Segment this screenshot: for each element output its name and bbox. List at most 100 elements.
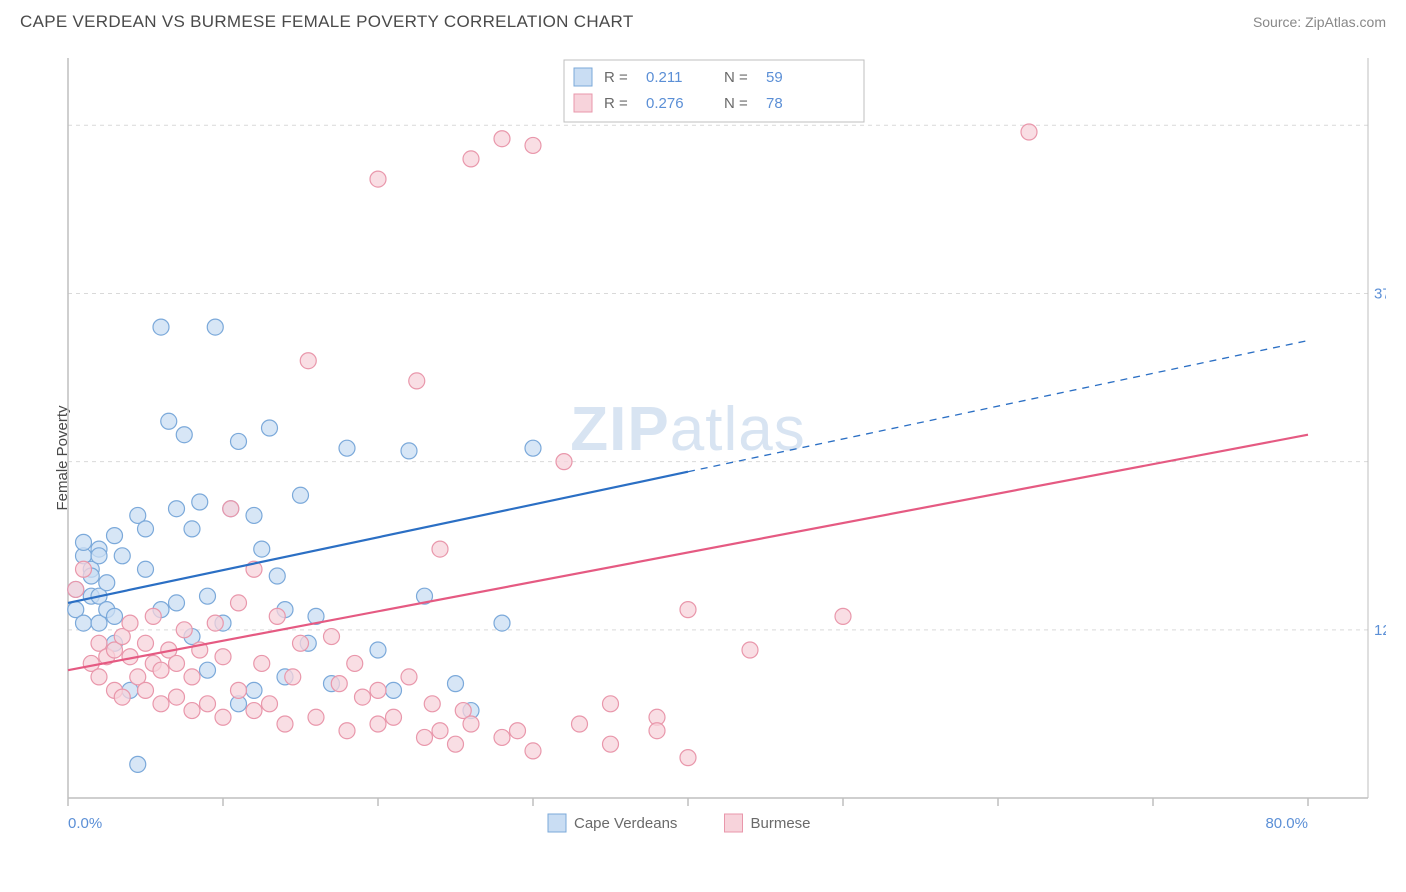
data-point [339,440,355,456]
data-point [556,454,572,470]
data-point [370,682,386,698]
data-point [331,676,347,692]
data-point [300,353,316,369]
data-point [246,507,262,523]
data-point [215,649,231,665]
data-point [200,662,216,678]
data-point [293,635,309,651]
data-point [138,682,154,698]
data-point [169,655,185,671]
scatter-chart-svg: 12.5%37.5%0.0%80.0%ZIPatlasR =0.211N =59… [58,48,1386,868]
data-point [277,716,293,732]
chart-container: Female Poverty 12.5%37.5%0.0%80.0%ZIPatl… [20,48,1386,868]
data-point [231,682,247,698]
legend-n-label: N = [724,69,748,86]
data-point [409,373,425,389]
data-point [254,655,270,671]
y-tick-label: 37.5% [1374,285,1386,302]
data-point [1021,124,1037,140]
data-point [432,541,448,557]
data-point [91,548,107,564]
legend-series-name: Burmese [751,815,811,832]
data-point [324,629,340,645]
data-point [114,689,130,705]
legend-n-value: 59 [766,69,783,86]
data-point [262,420,278,436]
data-point [215,709,231,725]
legend-r-label: R = [604,69,628,86]
data-point [207,615,223,631]
data-point [572,716,588,732]
legend-swatch [574,68,592,86]
data-point [138,561,154,577]
legend-r-label: R = [604,95,628,112]
legend-n-label: N = [724,95,748,112]
data-point [76,534,92,550]
data-point [99,575,115,591]
source-label: Source: ZipAtlas.com [1253,14,1386,30]
data-point [603,736,619,752]
data-point [169,595,185,611]
data-point [448,676,464,692]
data-point [680,750,696,766]
data-point [200,696,216,712]
legend-swatch [574,94,592,112]
data-point [246,682,262,698]
data-point [339,723,355,739]
data-point [184,703,200,719]
data-point [285,669,301,685]
data-point [246,703,262,719]
data-point [153,662,169,678]
data-point [207,319,223,335]
data-point [68,581,84,597]
data-point [231,595,247,611]
data-point [231,433,247,449]
x-tick-label: 80.0% [1265,815,1308,832]
data-point [138,521,154,537]
data-point [494,615,510,631]
data-point [254,541,270,557]
data-point [114,548,130,564]
legend-swatch [725,814,743,832]
data-point [223,501,239,517]
data-point [680,602,696,618]
legend-swatch [548,814,566,832]
data-point [169,689,185,705]
data-point [649,723,665,739]
data-point [370,716,386,732]
data-point [107,528,123,544]
data-point [494,729,510,745]
data-point [347,655,363,671]
data-point [355,689,371,705]
y-tick-label: 12.5% [1374,622,1386,639]
legend-r-value: 0.276 [646,95,684,112]
data-point [184,521,200,537]
legend-n-value: 78 [766,95,783,112]
data-point [510,723,526,739]
data-point [138,635,154,651]
legend-r-value: 0.211 [646,69,682,86]
data-point [293,487,309,503]
data-point [603,696,619,712]
data-point [269,568,285,584]
data-point [145,608,161,624]
data-point [424,696,440,712]
data-point [494,131,510,147]
x-tick-label: 0.0% [68,815,102,832]
data-point [176,427,192,443]
data-point [176,622,192,638]
data-point [401,669,417,685]
data-point [370,642,386,658]
data-point [835,608,851,624]
data-point [386,709,402,725]
data-point [448,736,464,752]
plot-area: 12.5%37.5%0.0%80.0%ZIPatlasR =0.211N =59… [58,48,1386,828]
data-point [130,756,146,772]
data-point [153,696,169,712]
data-point [525,743,541,759]
data-point [432,723,448,739]
data-point [161,413,177,429]
data-point [76,615,92,631]
chart-title: CAPE VERDEAN VS BURMESE FEMALE POVERTY C… [20,12,634,32]
data-point [417,729,433,745]
